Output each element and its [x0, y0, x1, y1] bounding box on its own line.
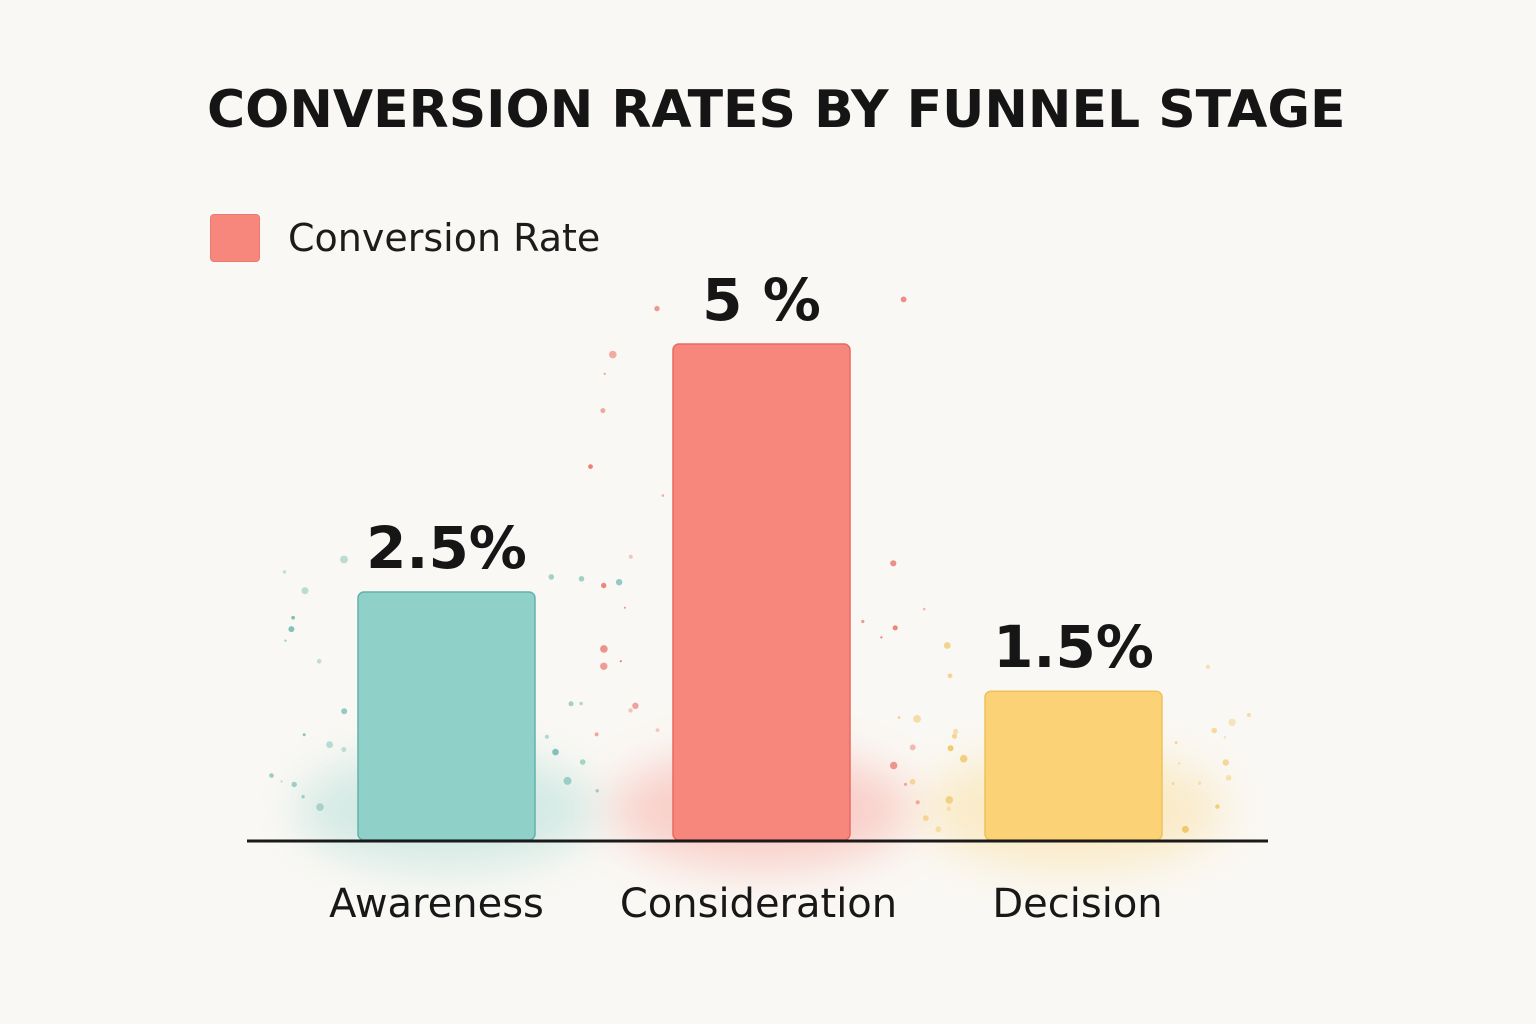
splatter-dot	[603, 372, 606, 375]
splatter-dot	[600, 645, 608, 653]
splatter-dot	[619, 660, 622, 663]
bar-decision	[984, 690, 1163, 841]
splatter-dot	[600, 662, 608, 670]
tick-label-consideration: Consideration	[620, 881, 897, 927]
splatter-dot	[1197, 781, 1202, 785]
splatter-dot	[880, 636, 883, 639]
splatter-dot	[601, 582, 607, 589]
splatter-dot	[291, 781, 297, 788]
splatter-dot	[628, 708, 633, 713]
splatter-dot	[544, 734, 550, 739]
splatter-dot	[1225, 775, 1232, 781]
splatter-dot	[548, 574, 555, 580]
splatter-dot	[915, 800, 920, 805]
splatter-dot	[909, 744, 916, 751]
splatter-dot	[282, 570, 287, 574]
splatter-dot	[943, 642, 951, 649]
splatter-dot	[892, 625, 898, 631]
splatter-dot	[563, 776, 572, 785]
splatter-dot	[594, 732, 599, 737]
splatter-dot	[341, 708, 348, 715]
splatter-dot	[280, 780, 283, 783]
splatter-dot	[897, 716, 901, 719]
splatter-dot	[1181, 825, 1189, 833]
splatter-dot	[579, 701, 583, 706]
splatter-dot	[578, 576, 585, 582]
splatter-dot	[609, 350, 617, 359]
splatter-dot	[661, 494, 665, 497]
splatter-dot	[1174, 741, 1178, 745]
splatter-dot	[935, 826, 942, 833]
splatter-dot	[947, 673, 953, 679]
splatter-dot	[615, 579, 623, 586]
splatter-dot	[1177, 762, 1181, 765]
splatter-dot	[946, 806, 951, 811]
bars-group	[357, 343, 1163, 841]
splatter-dot	[600, 408, 606, 414]
legend-swatch	[210, 214, 260, 262]
splatter-dot	[1246, 713, 1251, 717]
splatter-dot	[628, 554, 633, 559]
splatter-dot	[655, 728, 660, 732]
splatter-dot	[341, 747, 347, 752]
splatter-dot	[1205, 664, 1211, 670]
splatter-dot	[288, 626, 295, 633]
splatter-dot	[316, 803, 324, 811]
splatter-dot	[632, 702, 639, 709]
splatter-dot	[909, 779, 916, 785]
value-label-decision: 1.5%	[993, 613, 1154, 681]
splatter-dot	[291, 615, 295, 620]
bar-awareness	[357, 591, 536, 841]
splatter-dot	[959, 754, 968, 763]
labels-group: 2.5% Awareness 5 % Consideration 1.5% Decisio…	[329, 266, 1163, 927]
splatter-dot	[904, 782, 907, 786]
splatter-dot	[890, 560, 897, 567]
value-label-consideration: 5 %	[702, 266, 821, 334]
splatter-dot	[1222, 759, 1230, 766]
legend-label: Conversion Rate	[288, 216, 601, 260]
splatter-dot	[552, 748, 559, 756]
splatter-dot	[568, 701, 574, 707]
tick-label-decision: Decision	[992, 881, 1162, 927]
splatter-dot	[1215, 804, 1220, 809]
chart-title: CONVERSION RATES BY FUNNEL STAGE	[207, 80, 1346, 140]
splatter-dot	[861, 619, 865, 624]
splatter-dot	[269, 773, 274, 778]
splatter-dot	[316, 659, 322, 664]
splatter-dot	[947, 745, 954, 752]
splatter-dot	[1211, 727, 1217, 734]
splatter-dot	[922, 815, 929, 821]
value-label-awareness: 2.5%	[366, 514, 527, 582]
splatter-dot	[302, 733, 306, 737]
legend: Conversion Rate	[210, 213, 600, 263]
splatter-dot	[913, 715, 921, 723]
splatter-dot	[922, 607, 926, 611]
splatter-dot	[588, 464, 593, 469]
splatter-dot	[951, 733, 958, 739]
splatter-dot	[301, 795, 305, 799]
splatter-dot	[890, 761, 898, 770]
splatter-dot	[945, 796, 954, 804]
splatter-dot	[340, 555, 348, 564]
splatter-dot	[1228, 718, 1236, 727]
tick-label-awareness: Awareness	[329, 881, 544, 927]
splatter-dot	[595, 789, 599, 793]
splatter-dot	[623, 606, 626, 609]
splatter-dot	[579, 759, 586, 765]
splatter-dot	[301, 587, 309, 595]
bar-consideration	[672, 343, 851, 841]
splatter-dot	[654, 305, 660, 312]
splatter-dot	[1223, 735, 1227, 739]
splatter-dot	[1171, 782, 1175, 786]
splatter-dot	[284, 639, 287, 642]
splatter-dot	[952, 728, 959, 735]
splatter-dot	[326, 741, 333, 749]
splatter-dot	[900, 296, 907, 303]
